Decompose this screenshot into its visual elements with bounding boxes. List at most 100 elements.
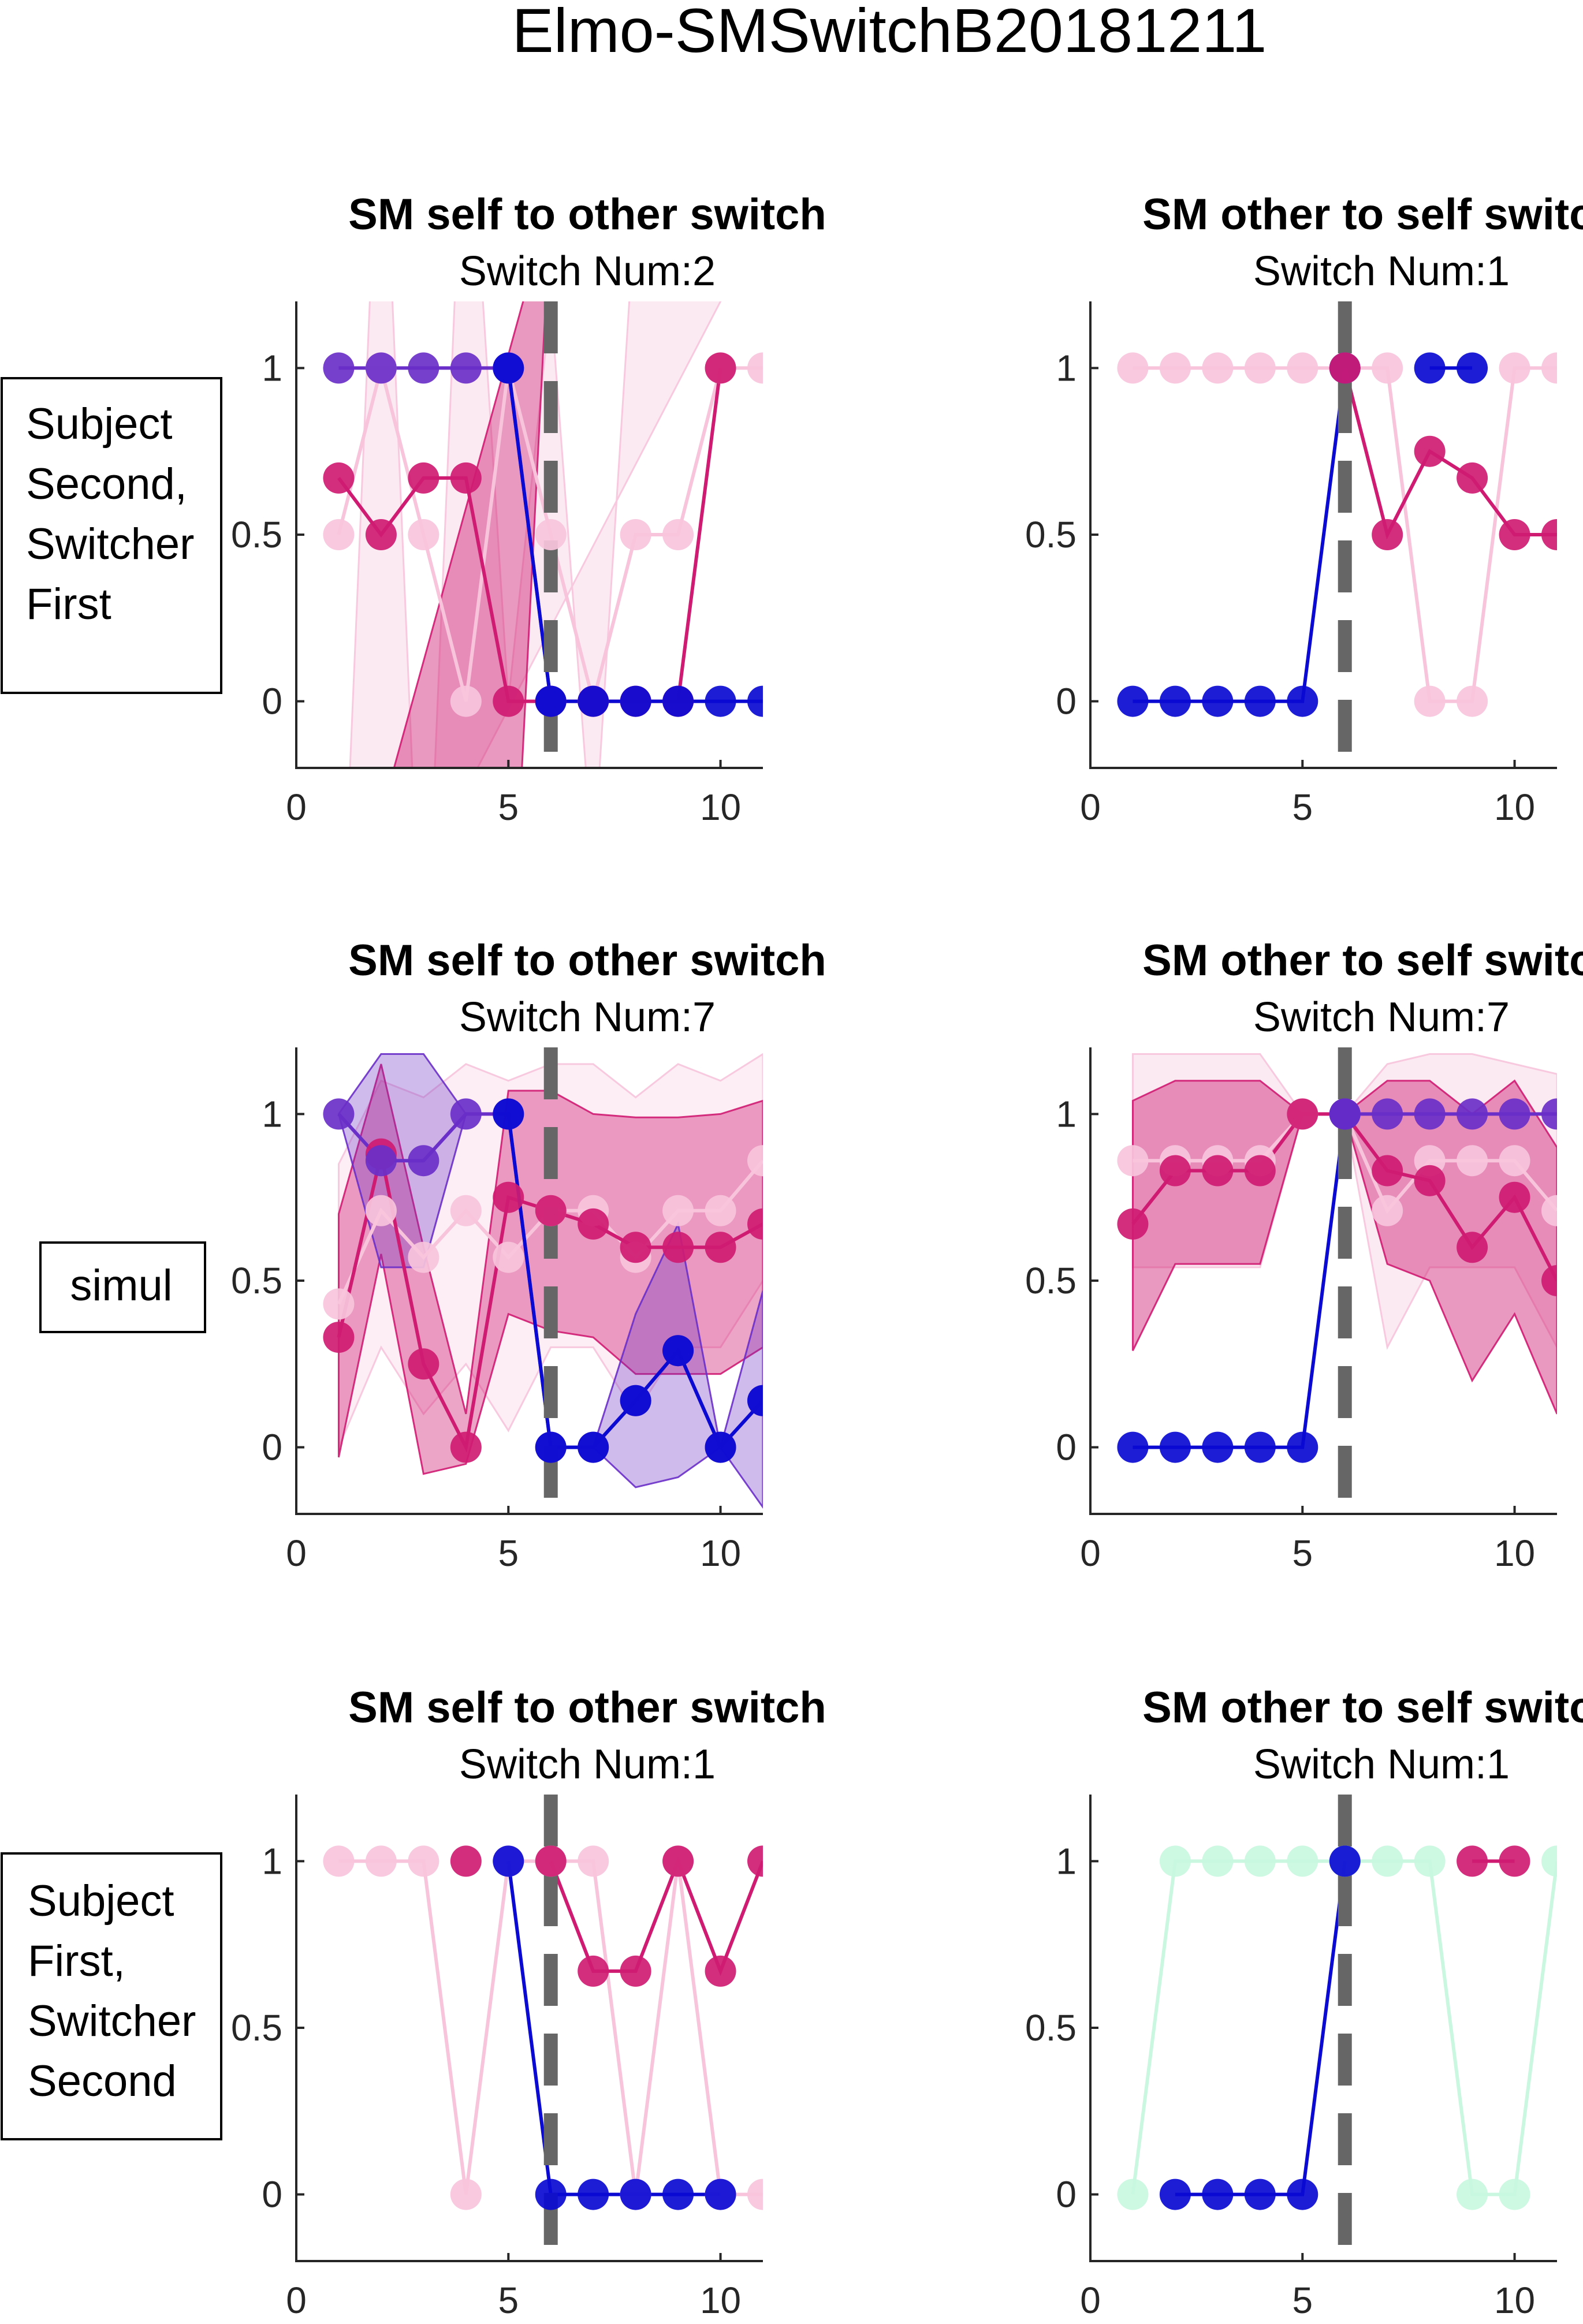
data-point — [1499, 1181, 1530, 1213]
data-point — [450, 352, 482, 384]
data-point — [620, 2178, 651, 2210]
row-labels: Subject Second, Switcher First simul Subject F… — [1, 377, 222, 2140]
y-tick-label: 0.5 — [1025, 514, 1077, 555]
data-point — [323, 1098, 355, 1130]
data-point — [1287, 1098, 1318, 1130]
data-point — [1414, 1165, 1446, 1196]
data-point — [323, 462, 355, 494]
data-point — [620, 519, 651, 550]
panel-title: SM self to other switch — [348, 1683, 826, 1732]
y-tick-label: 0.5 — [231, 1260, 282, 1301]
data-point — [1287, 1431, 1318, 1463]
y-tick-label: 1 — [1056, 1840, 1077, 1882]
data-point — [1244, 352, 1276, 384]
y-tick-label: 0 — [262, 1427, 282, 1468]
data-point — [747, 1845, 763, 1877]
data-point — [365, 352, 397, 384]
data-point — [1117, 1431, 1149, 1463]
data-point — [1372, 1155, 1403, 1187]
plot-area — [323, 1795, 763, 2261]
x-tick-label: 10 — [700, 2280, 741, 2321]
y-tick-label: 0.5 — [231, 514, 282, 555]
data-point — [747, 685, 763, 717]
plot-area — [1117, 301, 1557, 768]
data-point — [747, 1208, 763, 1240]
x-tick-label: 5 — [498, 786, 519, 828]
data-point — [450, 2178, 482, 2210]
data-point — [408, 519, 439, 550]
data-point — [705, 685, 736, 717]
row-label-box — [1, 377, 222, 694]
data-point — [1457, 1845, 1488, 1877]
data-point — [662, 685, 694, 717]
x-tick-label: 10 — [700, 786, 741, 828]
data-point — [747, 1145, 763, 1177]
data-point — [1244, 1155, 1276, 1187]
data-point — [705, 1232, 736, 1263]
data-point — [705, 1195, 736, 1226]
series-line — [549, 1856, 763, 1976]
x-tick-label: 5 — [498, 1532, 519, 1574]
data-point — [1159, 352, 1191, 384]
panel-title: SM other to self switch — [1142, 936, 1583, 985]
data-point — [1287, 2178, 1318, 2210]
data-point — [408, 1145, 439, 1177]
y-tick-label: 0 — [262, 2174, 282, 2215]
x-tick-label: 5 — [1292, 786, 1313, 828]
row-label-3: Subject First, Switcher Second — [1, 1852, 222, 2140]
data-point — [535, 1845, 567, 1877]
data-point — [578, 1955, 609, 1987]
data-point — [493, 685, 524, 717]
plot-area — [323, 1047, 763, 1514]
row-label-text: Switcher — [28, 1997, 196, 2046]
data-point — [1541, 1265, 1557, 1296]
data-point — [535, 2178, 567, 2210]
data-point — [578, 1431, 609, 1463]
series-line — [1175, 1861, 1347, 2196]
data-point — [1329, 352, 1361, 384]
data-point — [1202, 1845, 1234, 1877]
data-point — [1499, 352, 1530, 384]
data-point — [535, 685, 567, 717]
data-point — [450, 685, 482, 717]
data-point — [1372, 1845, 1403, 1877]
row-label-text: Second — [28, 2057, 177, 2106]
data-point — [323, 1288, 355, 1320]
data-point — [365, 1195, 397, 1226]
data-point — [493, 1241, 524, 1273]
data-point — [1457, 462, 1488, 494]
data-point — [1202, 352, 1234, 384]
y-tick-label: 1 — [1056, 1093, 1077, 1135]
data-point — [1457, 1098, 1488, 1130]
data-point — [705, 352, 736, 384]
x-tick-label: 10 — [700, 1532, 741, 1574]
row-label-text: Subject — [28, 1877, 174, 1926]
data-point — [747, 1385, 763, 1416]
data-point — [493, 1098, 524, 1130]
x-tick-label: 0 — [286, 1532, 307, 1574]
data-point — [1499, 1845, 1530, 1877]
panel-subtitle: Switch Num:1 — [1253, 248, 1510, 294]
y-tick-label: 1 — [1056, 347, 1077, 389]
data-point — [1457, 685, 1488, 717]
row-label-text: First — [26, 580, 111, 629]
data-point — [493, 352, 524, 384]
data-point — [1117, 685, 1149, 717]
data-point — [535, 519, 567, 550]
plot-area — [1117, 1795, 1557, 2261]
data-point — [450, 1098, 482, 1130]
data-point — [1541, 352, 1557, 384]
data-point — [493, 1181, 524, 1213]
x-tick-label: 10 — [1494, 1532, 1535, 1574]
panel-subtitle: Switch Num:1 — [1253, 1741, 1510, 1788]
row-label-text: Subject — [26, 400, 173, 449]
data-point — [1499, 2178, 1530, 2210]
data-point — [535, 1431, 567, 1463]
data-point — [365, 1145, 397, 1177]
data-point — [450, 462, 482, 494]
data-point — [1117, 2178, 1149, 2210]
y-tick-label: 1 — [262, 1093, 282, 1135]
